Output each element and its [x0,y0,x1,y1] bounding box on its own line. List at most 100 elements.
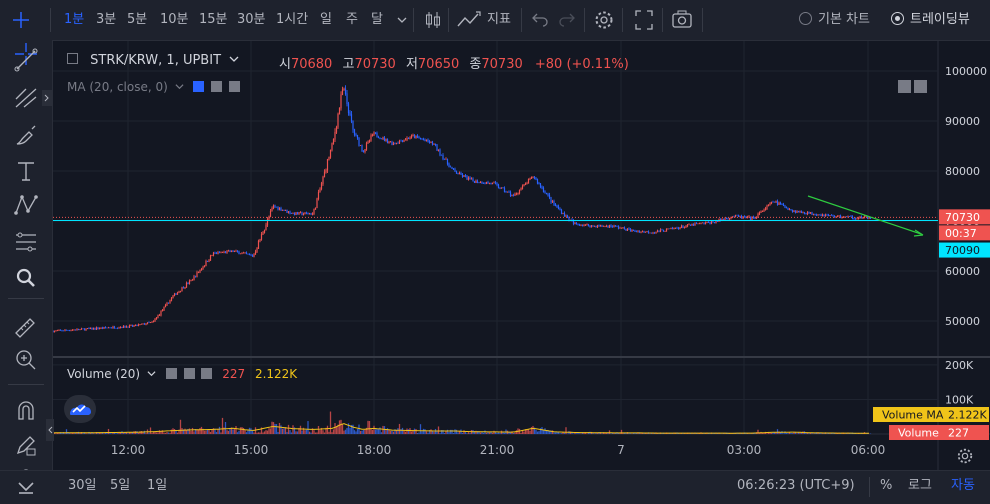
pitchfork-icon[interactable] [12,83,40,111]
volume-ma-line [53,423,869,434]
time-tick-label: 12:00 [111,443,146,457]
countdown-label-bg [939,225,990,241]
volume-value-label: 227 [948,427,969,440]
range-5d[interactable]: 5일 [110,478,131,493]
collapse-icon[interactable] [67,53,78,64]
chart-type-basic-label: 기본 차트 [818,12,870,27]
chevron-down-icon[interactable] [229,53,239,68]
fib-retracement-icon[interactable] [12,228,40,256]
volume-label: Volume [898,427,939,440]
symbol-title: STRK/KRW, 1, UPBIT [90,53,222,68]
close-icon[interactable] [229,81,241,92]
candles-group [53,85,872,333]
ruler-icon[interactable] [12,313,40,341]
volume-ma-label-bg [873,407,989,422]
price-tick-label: 100000 [945,65,987,78]
countdown-label: 00:37 [945,227,977,240]
chevron-down-icon[interactable] [175,80,184,94]
pattern-icon[interactable] [12,191,40,219]
tradingview-logo-icon [70,404,91,415]
trend-line [807,195,922,235]
gear-icon[interactable] [594,0,614,40]
change-value: +80 (+0.11%) [534,57,629,72]
magnifier-icon[interactable] [12,264,40,292]
magnet-icon[interactable] [12,397,40,425]
tradingview-logo[interactable] [64,395,96,423]
range-30d[interactable]: 30일 [68,478,97,493]
chart-type-tradingview-radio[interactable]: 트레이딩뷰 [891,0,970,40]
bottom-toolbar: 30일 5일 1일 06:26:23 (UTC+9) % 로그 자동 [0,470,990,504]
volume-ma-value: 2.122K [948,409,987,422]
close-label: 종 [469,57,482,72]
clock: 06:26:23 (UTC+9) [737,478,855,493]
scroll-down-icon[interactable] [16,480,36,496]
auto-toggle[interactable]: 자동 [951,478,975,493]
toolbar-expand-icon[interactable] [42,90,52,106]
toolbar-divider [584,8,585,32]
volume-value: 227 [222,367,246,381]
ohlc-legend: 시70680 고70730 저70650 종70730 +80 (+0.11%) [279,53,629,72]
interval-day[interactable]: 일 [320,12,332,27]
price-tick-label: 50000 [945,315,980,328]
interval-3m[interactable]: 3분 [96,12,117,27]
gear-icon [957,448,973,464]
drawing-toolbar [0,40,53,503]
settings-icon[interactable] [193,81,205,92]
interval-1m[interactable]: 1분 [64,12,85,27]
trend-line-arrowhead [913,229,924,237]
toolbar-divider [521,8,522,32]
range-1d[interactable]: 1일 [147,478,168,493]
interval-10m[interactable]: 10분 [160,12,189,27]
source-icon[interactable] [183,368,195,379]
open-value: 70680 [290,57,333,72]
volume-indicator-label: Volume (20) [67,367,141,381]
lock-pencil-icon[interactable] [12,431,40,459]
pane-collapse-handle[interactable] [46,419,54,441]
interval-1h[interactable]: 1시간 [276,12,309,27]
close-icon[interactable] [201,368,213,379]
ma-indicator-label: MA (20, close, 0) [67,80,168,94]
interval-week[interactable]: 주 [346,12,358,27]
top-toolbar: 1분 3분 5분 10분 15분 30분 1시간 일 주 달 지표 기본 차트 … [0,0,990,41]
time-tick-label: 06:00 [851,443,886,457]
pane-maximize-icon[interactable] [914,80,927,93]
indicators-icon[interactable] [456,0,482,40]
time-tick-label: 7 [617,443,625,457]
price-chart[interactable]: 12:00 15:00 18:00 21:00 7 03:00 06:00 100000 900… [53,41,990,481]
percent-toggle[interactable]: % [880,478,893,493]
toolbar-divider [413,8,414,32]
redo-icon[interactable] [559,0,575,40]
ma-legend: MA (20, close, 0) [67,80,241,94]
trend-line-icon[interactable] [12,46,40,74]
chevron-down-icon[interactable] [147,367,156,381]
chart-settings-gear[interactable] [956,447,974,465]
log-toggle[interactable]: 로그 [908,478,932,493]
interval-5m[interactable]: 5분 [127,12,148,27]
brush-icon[interactable] [12,121,40,149]
chevron-down-icon[interactable] [396,0,408,40]
price-tick-label: 60000 [945,265,980,278]
volume-ma-label: Volume MA [882,409,944,422]
close-value: 70730 [481,57,523,72]
toolbar-divider [662,8,663,32]
zoom-in-icon[interactable] [12,346,40,374]
chart-type-basic-radio[interactable]: 기본 차트 [799,0,870,40]
settings-icon[interactable] [165,368,177,379]
interval-month[interactable]: 달 [371,12,383,27]
source-icon[interactable] [211,81,223,92]
text-tool-icon[interactable] [12,157,40,185]
pane-down-icon[interactable] [898,80,911,93]
chart-background [53,41,990,481]
camera-icon[interactable] [671,0,693,40]
indicators-button[interactable]: 지표 [487,12,511,27]
candles-style-icon[interactable] [423,0,443,40]
low-value: 70650 [417,57,460,72]
interval-15m[interactable]: 15분 [199,12,228,27]
interval-30m[interactable]: 30분 [237,12,266,27]
crosshair-menu-icon[interactable] [10,0,32,40]
toolbar-divider [622,8,623,32]
undo-icon[interactable] [532,0,548,40]
fullscreen-icon[interactable] [634,0,654,40]
high-value: 70730 [354,57,396,72]
open-label: 시 [279,57,291,72]
